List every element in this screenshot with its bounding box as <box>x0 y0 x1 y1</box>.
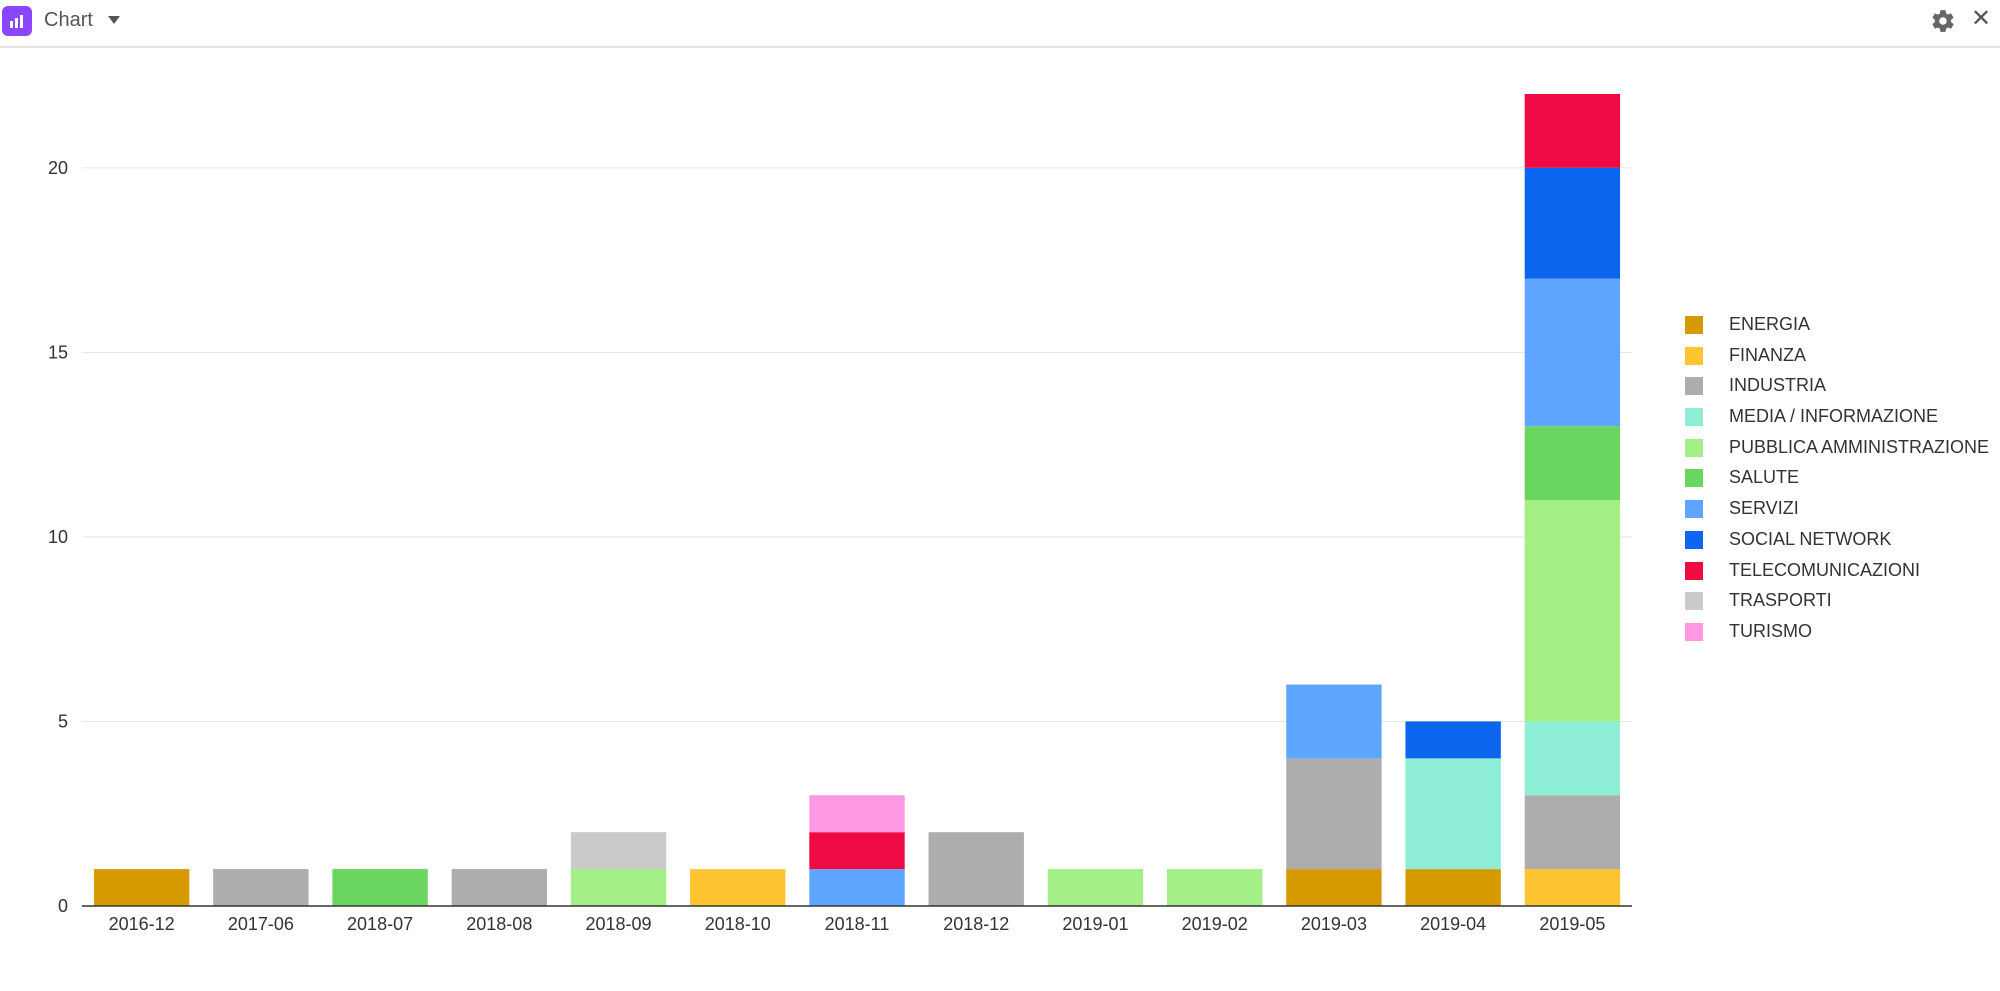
chart-title[interactable]: Chart <box>44 9 93 31</box>
legend-swatch <box>1685 408 1703 427</box>
bar-segment <box>928 832 1024 906</box>
chart-icon <box>2 6 32 36</box>
y-tick-label: 20 <box>48 158 68 178</box>
legend-label: TRASPORTI <box>1729 590 1832 611</box>
bar-segment <box>1405 721 1501 759</box>
bar-segment <box>570 869 667 906</box>
legend-swatch <box>1685 469 1703 488</box>
bar-segment <box>809 869 905 906</box>
bar-segment <box>1286 758 1382 870</box>
bar-segment <box>1047 869 1144 906</box>
legend-label: SERVIZI <box>1729 498 1799 519</box>
bar-segment <box>1167 869 1263 906</box>
bar-segment <box>93 869 190 906</box>
legend-label: TELECOMUNICAZIONI <box>1729 559 1921 580</box>
x-tick-label: 2018-08 <box>466 914 532 934</box>
y-tick-label: 0 <box>58 896 68 916</box>
x-tick-label: 2018-12 <box>943 914 1009 934</box>
legend-label: MEDIA / INFORMAZIONE <box>1729 406 1939 427</box>
stacked-bar-chart: 0 5 10 15 20 2016-12 2017-06 2018-07 2018-08 2018… <box>48 94 1632 934</box>
chevron-down-icon[interactable] <box>108 16 120 24</box>
legend-label: ENERGIA <box>1729 314 1811 334</box>
legend-label: FINANZA <box>1729 344 1807 365</box>
bar-segment <box>1524 869 1621 906</box>
chart-header: Chart ✕ <box>0 0 2000 48</box>
bar-segment <box>451 869 547 906</box>
bar-segment <box>1524 795 1621 870</box>
bar-segment <box>1524 278 1621 427</box>
legend-label: PUBBLICA AMMINISTRAZIONE <box>1729 436 1990 457</box>
bar-segment <box>1524 500 1621 722</box>
bar-segment <box>213 869 309 906</box>
close-icon[interactable]: ✕ <box>1970 5 1992 32</box>
gear-icon[interactable] <box>1930 8 1956 34</box>
bar-segment <box>1286 869 1382 906</box>
bar-segment <box>332 869 428 906</box>
legend-label: INDUSTRIA <box>1729 375 1827 396</box>
x-tick-label: 2019-05 <box>1539 914 1605 934</box>
bar-segment <box>1524 94 1621 168</box>
bar-segment <box>1405 758 1501 870</box>
legend-label: TURISMO <box>1729 620 1812 641</box>
x-tick-label: 2019-04 <box>1420 914 1486 934</box>
bar-segment <box>809 832 905 870</box>
y-tick-label: 15 <box>48 342 68 362</box>
bar-segment <box>1524 426 1621 500</box>
bar-segment <box>809 795 905 833</box>
x-tick-label: 2017-06 <box>228 914 294 934</box>
bar-segment <box>1524 721 1621 796</box>
x-tick-label: 2019-03 <box>1301 914 1367 934</box>
y-tick-label: 10 <box>48 527 68 547</box>
bar-segment <box>570 832 667 870</box>
legend-swatch <box>1685 377 1703 396</box>
bar-segment <box>690 869 786 906</box>
x-tick-label: 2018-11 <box>825 914 890 934</box>
bar-segment <box>1405 869 1501 906</box>
y-tick-label: 5 <box>58 711 68 731</box>
x-tick-label: 2016-12 <box>109 914 175 934</box>
legend-swatch <box>1685 561 1703 580</box>
x-tick-label: 2018-10 <box>705 914 771 934</box>
legend-swatch <box>1685 592 1703 611</box>
legend-label: SALUTE <box>1729 467 1800 488</box>
legend-swatch <box>1685 530 1703 549</box>
legend-label: SOCIAL NETWORK <box>1729 528 1892 549</box>
x-tick-label: 2018-09 <box>586 914 652 934</box>
bar-segment <box>1286 684 1382 759</box>
legend-swatch <box>1685 500 1703 519</box>
legend-swatch <box>1685 316 1703 334</box>
legend-swatch <box>1685 346 1703 365</box>
x-tick-label: 2019-02 <box>1182 914 1248 934</box>
legend-swatch <box>1685 438 1703 457</box>
legend-swatch <box>1685 622 1703 641</box>
x-tick-label: 2018-07 <box>347 914 413 934</box>
bar-segment <box>1524 167 1621 279</box>
x-tick-label: 2019-01 <box>1062 914 1128 934</box>
